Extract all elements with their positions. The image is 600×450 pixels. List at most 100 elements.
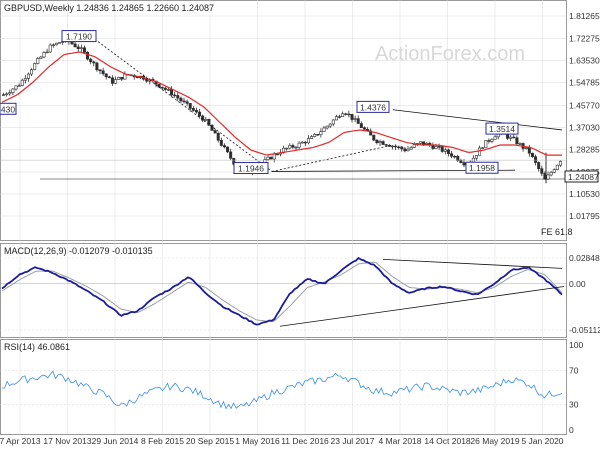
- candle-body: [490, 138, 494, 142]
- dashed-decline: [94, 38, 273, 172]
- candle-body: [114, 79, 118, 84]
- price-annotation-label: 1.3514: [489, 124, 515, 134]
- candle-body: [306, 138, 310, 144]
- candle-body: [219, 139, 223, 146]
- time-tick-label: 8 Feb 2015: [141, 436, 184, 446]
- candle-body: [2, 94, 6, 96]
- candle-body: [456, 156, 460, 161]
- candle-body: [422, 141, 426, 145]
- price-annotation-label: 1.4376: [360, 102, 386, 112]
- macd-panel-frame: [0, 243, 567, 338]
- candle-body: [443, 149, 447, 152]
- price-tick-label: 1.37030: [569, 122, 600, 132]
- candle-body: [11, 88, 15, 93]
- candle-body: [173, 94, 177, 97]
- price-annotation-box: [485, 122, 519, 135]
- candle-body: [145, 78, 149, 82]
- candle-body: [409, 147, 413, 150]
- candle-body: [378, 141, 382, 143]
- candle-body: [8, 92, 12, 95]
- rsi-tick-label: 70: [569, 366, 579, 376]
- macd-signal-line: [1, 261, 563, 323]
- candle-body: [540, 168, 544, 174]
- candle-body: [191, 108, 195, 111]
- candle-body: [331, 119, 335, 125]
- candle-body: [341, 113, 345, 118]
- moving-average-line: [1, 51, 562, 156]
- candle-body: [375, 139, 379, 143]
- candle-body: [303, 141, 307, 144]
- rsi-tick-label: 0: [569, 425, 574, 435]
- price-annotation-box: [233, 162, 269, 175]
- candle-body: [166, 89, 170, 91]
- candle-body: [334, 116, 338, 121]
- candle-body: [5, 93, 9, 96]
- dashed-projection: [271, 144, 394, 172]
- candle-body: [269, 156, 273, 160]
- candle-body: [493, 136, 497, 140]
- price-annotations: 1.7190 1.4376 1.3514 1.1946 1.1958 430: [0, 30, 519, 175]
- candle-body: [437, 146, 441, 148]
- candle-body: [266, 156, 270, 160]
- candle-body: [524, 147, 528, 149]
- candle-body: [328, 123, 332, 127]
- candle-body: [229, 151, 233, 159]
- candle-body: [537, 162, 541, 169]
- candle-body: [353, 118, 357, 120]
- price-annotation-box: [61, 30, 97, 43]
- candle-body: [30, 69, 34, 75]
- candle-body: [76, 46, 80, 50]
- candle-body: [558, 161, 562, 166]
- candle-body: [291, 145, 295, 148]
- candle-body: [530, 152, 534, 157]
- candle-body: [120, 76, 124, 80]
- macd-lower-trendline: [279, 286, 565, 327]
- candle-body: [185, 101, 189, 104]
- candle-body: [201, 115, 205, 121]
- price-annotation-label: 1.1946: [238, 164, 264, 174]
- candle-body: [213, 130, 217, 134]
- candle-body: [487, 140, 491, 142]
- candle-body: [42, 52, 46, 58]
- grid-lines: [0, 0, 566, 434]
- candle-body: [157, 83, 161, 88]
- rsi-panel-frame: [0, 339, 567, 435]
- candle-body: [17, 85, 21, 87]
- candle-body: [275, 153, 279, 156]
- candle-body: [48, 44, 52, 53]
- candle-body: [394, 145, 398, 148]
- time-tick-label: 7 Apr 2013: [0, 436, 41, 446]
- candle-body: [390, 145, 394, 148]
- candle-body: [95, 62, 99, 71]
- candle-body: [313, 134, 317, 137]
- current-price-value: 1.24087: [568, 172, 599, 182]
- time-tick-label: 17 Nov 2013: [43, 436, 91, 446]
- candle-body: [478, 147, 482, 156]
- candle-body: [285, 147, 289, 150]
- candle-body: [45, 51, 49, 54]
- candle-body: [176, 95, 180, 99]
- candle-body: [453, 155, 457, 158]
- price-annotation-label: 1.7190: [66, 32, 92, 42]
- watermark: ActionForex.com: [375, 43, 525, 65]
- candle-body: [294, 146, 298, 149]
- candle-body: [58, 42, 62, 44]
- candle-body: [400, 146, 404, 150]
- price-annotation-label: 430: [1, 104, 15, 114]
- candle-body: [384, 144, 388, 146]
- price-annotation-box: [0, 102, 17, 115]
- candle-body: [26, 73, 30, 79]
- macd-line: [1, 256, 563, 326]
- candle-body: [534, 156, 538, 163]
- candle-body: [431, 144, 435, 149]
- macd-title: MACD(12,26,9) -0.012079 -0.010135: [4, 246, 153, 256]
- candle-body: [403, 148, 407, 152]
- candle-body: [86, 51, 90, 60]
- candle-body: [381, 141, 385, 145]
- candle-body: [163, 87, 167, 90]
- symbol-label: GBPUSD,Weekly: [4, 3, 74, 13]
- candle-body: [188, 103, 192, 109]
- candle-body: [481, 147, 485, 149]
